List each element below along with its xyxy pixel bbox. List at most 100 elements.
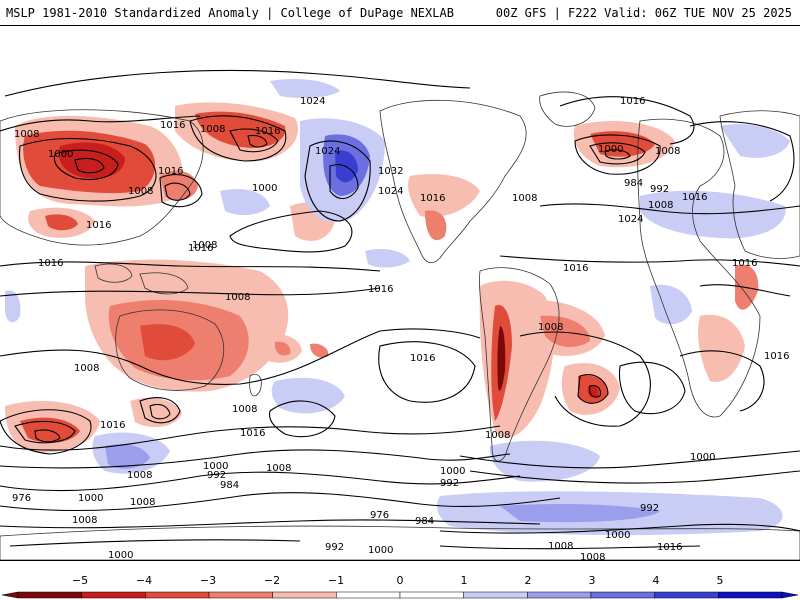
colorbar-tick-label: −4	[136, 574, 152, 587]
colorbar-swatch	[81, 591, 146, 599]
colorbar-tick-label: −1	[328, 574, 344, 587]
anomaly-region	[45, 214, 78, 231]
colorbar-swatch	[17, 591, 82, 599]
isobar-label: 1008	[72, 515, 97, 526]
anomaly-region	[640, 190, 786, 239]
isobar-label: 1016	[160, 120, 185, 131]
isobar-label: 1008	[74, 363, 99, 374]
colorbar-max-arrow	[781, 591, 799, 599]
anomaly-region	[425, 210, 447, 241]
colorbar-tick-label: −2	[264, 574, 280, 587]
colorbar-swatch	[272, 591, 337, 599]
isobar-labels: 1024 1016 1008 1016 1000 1008 1016 1016 …	[12, 96, 789, 560]
color-scale-swatches	[1, 591, 799, 599]
isobar-label: 1000	[440, 466, 465, 477]
isobar-label: 1008	[130, 497, 155, 508]
isobar-label: 992	[650, 184, 669, 195]
isobar-label: 1016	[368, 284, 393, 295]
anomaly-shading	[5, 79, 790, 536]
anomaly-region	[587, 385, 599, 398]
anomaly-region	[270, 79, 340, 99]
isobar-label: 1008	[485, 430, 510, 441]
anomaly-region	[497, 326, 506, 391]
isobars	[0, 69, 800, 550]
isobar-label: 1016	[682, 192, 707, 203]
anomaly-region	[408, 174, 480, 218]
model-run-info: 00Z GFS | F222 Valid: 06Z TUE NOV 25 202…	[495, 6, 792, 20]
isobar-label: 992	[440, 478, 459, 489]
colorbar-swatch	[590, 591, 655, 599]
colorbar-swatch	[336, 591, 401, 599]
isobar-label: 1008	[127, 470, 152, 481]
isobar-label: 1008	[200, 124, 225, 135]
isobar-label: 1024	[618, 214, 643, 225]
isobar-label: 1000	[48, 149, 73, 160]
isobar-label: 1016	[764, 351, 789, 362]
colorbar-swatch	[145, 591, 210, 599]
isobar-label: 1000	[203, 461, 228, 472]
isobar-label: 984	[220, 480, 239, 491]
map-title: MSLP 1981-2010 Standardized Anomaly | Co…	[6, 6, 454, 20]
anomaly-region	[650, 284, 692, 325]
isobar-label: 1008	[538, 322, 563, 333]
anomaly-region	[58, 142, 125, 179]
isobar-label: 1000	[690, 452, 715, 463]
isobar-label: 1016	[100, 420, 125, 431]
isobar-label: 984	[624, 178, 643, 189]
colorbar-swatch	[399, 591, 464, 599]
map-panel[interactable]: 1024 1016 1008 1016 1000 1008 1016 1016 …	[0, 25, 800, 561]
isobar-label: 1016	[563, 263, 588, 274]
isobar-label: 1008	[580, 552, 605, 560]
isobar-label: 1016	[38, 258, 63, 269]
isobar-label: 1024	[378, 186, 403, 197]
colorbar-swatch	[527, 591, 592, 599]
color-scale-ticks: −5 −4 −3 −2 −1 0 1 2 3 4 5	[72, 574, 724, 587]
isobar-label: 1008	[192, 240, 217, 251]
colorbar-tick-label: 1	[461, 574, 468, 587]
isobar-label: 1008	[648, 200, 673, 211]
anomaly-region	[105, 444, 150, 469]
isobar-label: 1000	[605, 530, 630, 541]
isobar-label: 1016	[620, 96, 645, 107]
isobar-label: 1016	[240, 428, 265, 439]
colorbar-tick-label: −5	[72, 574, 88, 587]
anomaly-region	[140, 324, 195, 361]
colorbar-tick-label: −3	[200, 574, 216, 587]
isobar-label: 1008	[266, 463, 291, 474]
anomaly-region	[720, 124, 790, 158]
isobar-label: 992	[640, 503, 659, 514]
isobar-label: 1000	[252, 183, 277, 194]
anomaly-region	[220, 189, 270, 216]
isobar-label: 1016	[188, 243, 213, 254]
colorbar-swatch	[208, 591, 273, 599]
colorbar-tick-label: 4	[653, 574, 660, 587]
isobar-label: 1008	[128, 186, 153, 197]
isobar-label: 1000	[598, 144, 623, 155]
isobar-label: 1000	[368, 545, 393, 556]
anomaly-region	[365, 249, 410, 268]
anomaly-region	[489, 440, 600, 482]
anomaly-region	[540, 315, 590, 348]
anomaly-region	[5, 290, 21, 323]
isobar-label: 1016	[255, 126, 280, 137]
isobar-label: 1008	[655, 146, 680, 157]
isobar-label: 992	[207, 470, 226, 481]
isobar-label: 1016	[732, 258, 757, 269]
colorbar-tick-label: 3	[589, 574, 596, 587]
anomaly-region	[274, 341, 291, 356]
anomaly-region	[271, 377, 345, 414]
colorbar-swatch	[463, 591, 528, 599]
isobar-label: 1016	[410, 353, 435, 364]
isobar-label: 976	[370, 510, 389, 521]
isobar-label: 1008	[512, 193, 537, 204]
isobar-label: 984	[415, 516, 434, 527]
colorbar-tick-label: 5	[717, 574, 724, 587]
isobar-label: 1008	[225, 292, 250, 303]
color-scale-bar: −5 −4 −3 −2 −1 0 1 2 3 4 5	[1, 574, 799, 599]
isobar-label: 992	[325, 542, 344, 553]
isobar-label: 1000	[78, 493, 103, 504]
isobar-label: 1016	[158, 166, 183, 177]
anomaly-region	[500, 503, 660, 523]
colorbar-tick-label: 2	[525, 574, 532, 587]
colorbar-swatch	[718, 591, 783, 599]
